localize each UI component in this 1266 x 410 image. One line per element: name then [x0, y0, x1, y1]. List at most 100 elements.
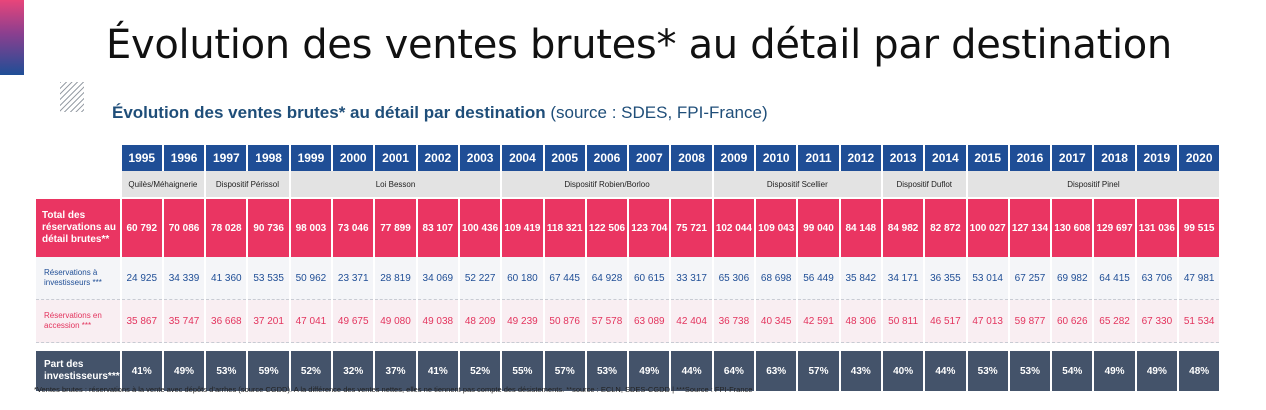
- value-cell: 52%: [459, 351, 501, 391]
- year-cell: 2002: [417, 145, 458, 171]
- value-cell: 84 148: [840, 199, 881, 257]
- year-cell: 1996: [163, 145, 205, 171]
- value-cell: 75 721: [671, 199, 712, 257]
- value-cell: 63 089: [629, 300, 670, 343]
- value-cell: 63%: [756, 351, 797, 391]
- value-cell: 36 738: [713, 300, 755, 343]
- value-cell: 43%: [840, 351, 881, 391]
- value-cell: 83 107: [417, 199, 458, 257]
- value-cell: 23 371: [333, 257, 374, 300]
- value-cell: 35 747: [163, 300, 205, 343]
- value-cell: 42 404: [671, 300, 712, 343]
- value-cell: 122 506: [586, 199, 628, 257]
- value-cell: 67 445: [544, 257, 585, 300]
- year-cell: 1998: [248, 145, 289, 171]
- value-cell: 73 046: [333, 199, 374, 257]
- value-cell: 131 036: [1136, 199, 1178, 257]
- value-cell: 57 578: [586, 300, 628, 343]
- value-cell: 51 534: [1179, 300, 1220, 343]
- year-cell: 2007: [629, 145, 670, 171]
- value-cell: 41 360: [206, 257, 247, 300]
- value-cell: 49%: [1136, 351, 1178, 391]
- value-cell: 49%: [1094, 351, 1135, 391]
- year-cell: 2000: [333, 145, 374, 171]
- year-cell: 1997: [206, 145, 247, 171]
- scheme-cell: Loi Besson: [290, 171, 501, 199]
- value-cell: 84 982: [882, 199, 924, 257]
- value-cell: 56 449: [798, 257, 839, 300]
- year-cell: 2001: [375, 145, 416, 171]
- scheme-cell: Dispositif Pinel: [967, 171, 1220, 199]
- row-label: Part des investisseurs***: [36, 351, 120, 391]
- value-cell: 48%: [1179, 351, 1220, 391]
- value-cell: 64 415: [1094, 257, 1135, 300]
- value-cell: 60 615: [629, 257, 670, 300]
- value-cell: 55%: [502, 351, 543, 391]
- year-cell: 2019: [1136, 145, 1178, 171]
- value-cell: 100 027: [967, 199, 1008, 257]
- year-cell: 2012: [840, 145, 881, 171]
- value-cell: 64%: [713, 351, 755, 391]
- row-label: Total des réservations au détail brutes*…: [36, 199, 120, 257]
- value-cell: 65 306: [713, 257, 755, 300]
- value-cell: 40 345: [756, 300, 797, 343]
- value-cell: 109 043: [756, 199, 797, 257]
- value-cell: 100 436: [459, 199, 501, 257]
- value-cell: 82 872: [925, 199, 966, 257]
- value-cell: 99 040: [798, 199, 839, 257]
- value-cell: 53%: [1009, 351, 1051, 391]
- value-cell: 50 876: [544, 300, 585, 343]
- value-cell: 49%: [163, 351, 205, 391]
- scheme-cell: Dispositif Duflot: [882, 171, 966, 199]
- value-cell: 57%: [798, 351, 839, 391]
- value-cell: 44%: [925, 351, 966, 391]
- year-cell: 2015: [967, 145, 1008, 171]
- value-cell: 50 962: [290, 257, 332, 300]
- value-cell: 47 013: [967, 300, 1008, 343]
- year-cell: 2018: [1094, 145, 1135, 171]
- year-cell: 2003: [459, 145, 501, 171]
- corner-cell: [36, 145, 120, 171]
- value-cell: 127 134: [1009, 199, 1051, 257]
- year-cell: 2005: [544, 145, 585, 171]
- value-cell: 70 086: [163, 199, 205, 257]
- value-cell: 67 330: [1136, 300, 1178, 343]
- value-cell: 46 517: [925, 300, 966, 343]
- subtitle-bold: Évolution des ventes brutes* au détail p…: [112, 103, 546, 122]
- table-subtitle: Évolution des ventes brutes* au détail p…: [112, 103, 768, 123]
- row-total: Total des réservations au détail brutes*…: [36, 199, 1220, 257]
- scheme-cell: Dispositif Scellier: [713, 171, 881, 199]
- value-cell: 118 321: [544, 199, 585, 257]
- value-cell: 60 180: [502, 257, 543, 300]
- value-cell: 34 171: [882, 257, 924, 300]
- year-cell: 2011: [798, 145, 839, 171]
- value-cell: 102 044: [713, 199, 755, 257]
- value-cell: 36 355: [925, 257, 966, 300]
- year-cell: 2017: [1052, 145, 1093, 171]
- row-acc: Réservations en accession *** 35 867 35 74…: [36, 300, 1220, 343]
- value-cell: 28 819: [375, 257, 416, 300]
- value-cell: 129 697: [1094, 199, 1135, 257]
- row-spacer: [36, 343, 1219, 351]
- year-cell: 2020: [1179, 145, 1220, 171]
- value-cell: 53 535: [248, 257, 289, 300]
- corner-decoration: [0, 0, 24, 75]
- corner-cell: [36, 171, 120, 199]
- value-cell: 69 982: [1052, 257, 1093, 300]
- value-cell: 40%: [882, 351, 924, 391]
- value-cell: 67 257: [1009, 257, 1051, 300]
- value-cell: 33 317: [671, 257, 712, 300]
- value-cell: 41%: [121, 351, 162, 391]
- year-cell: 2010: [756, 145, 797, 171]
- year-cell: 1999: [290, 145, 332, 171]
- value-cell: 35 867: [121, 300, 162, 343]
- value-cell: 64 928: [586, 257, 628, 300]
- value-cell: 53%: [206, 351, 247, 391]
- page-title: Évolution des ventes brutes* au détail p…: [106, 22, 1172, 68]
- value-cell: 32%: [333, 351, 374, 391]
- value-cell: 57%: [544, 351, 585, 391]
- row-part: Part des investisseurs*** 41% 49% 53% 59% 52%…: [36, 351, 1220, 391]
- value-cell: 98 003: [290, 199, 332, 257]
- value-cell: 90 736: [248, 199, 289, 257]
- footnote: *Ventes brutes : réservations à la vente…: [34, 385, 753, 394]
